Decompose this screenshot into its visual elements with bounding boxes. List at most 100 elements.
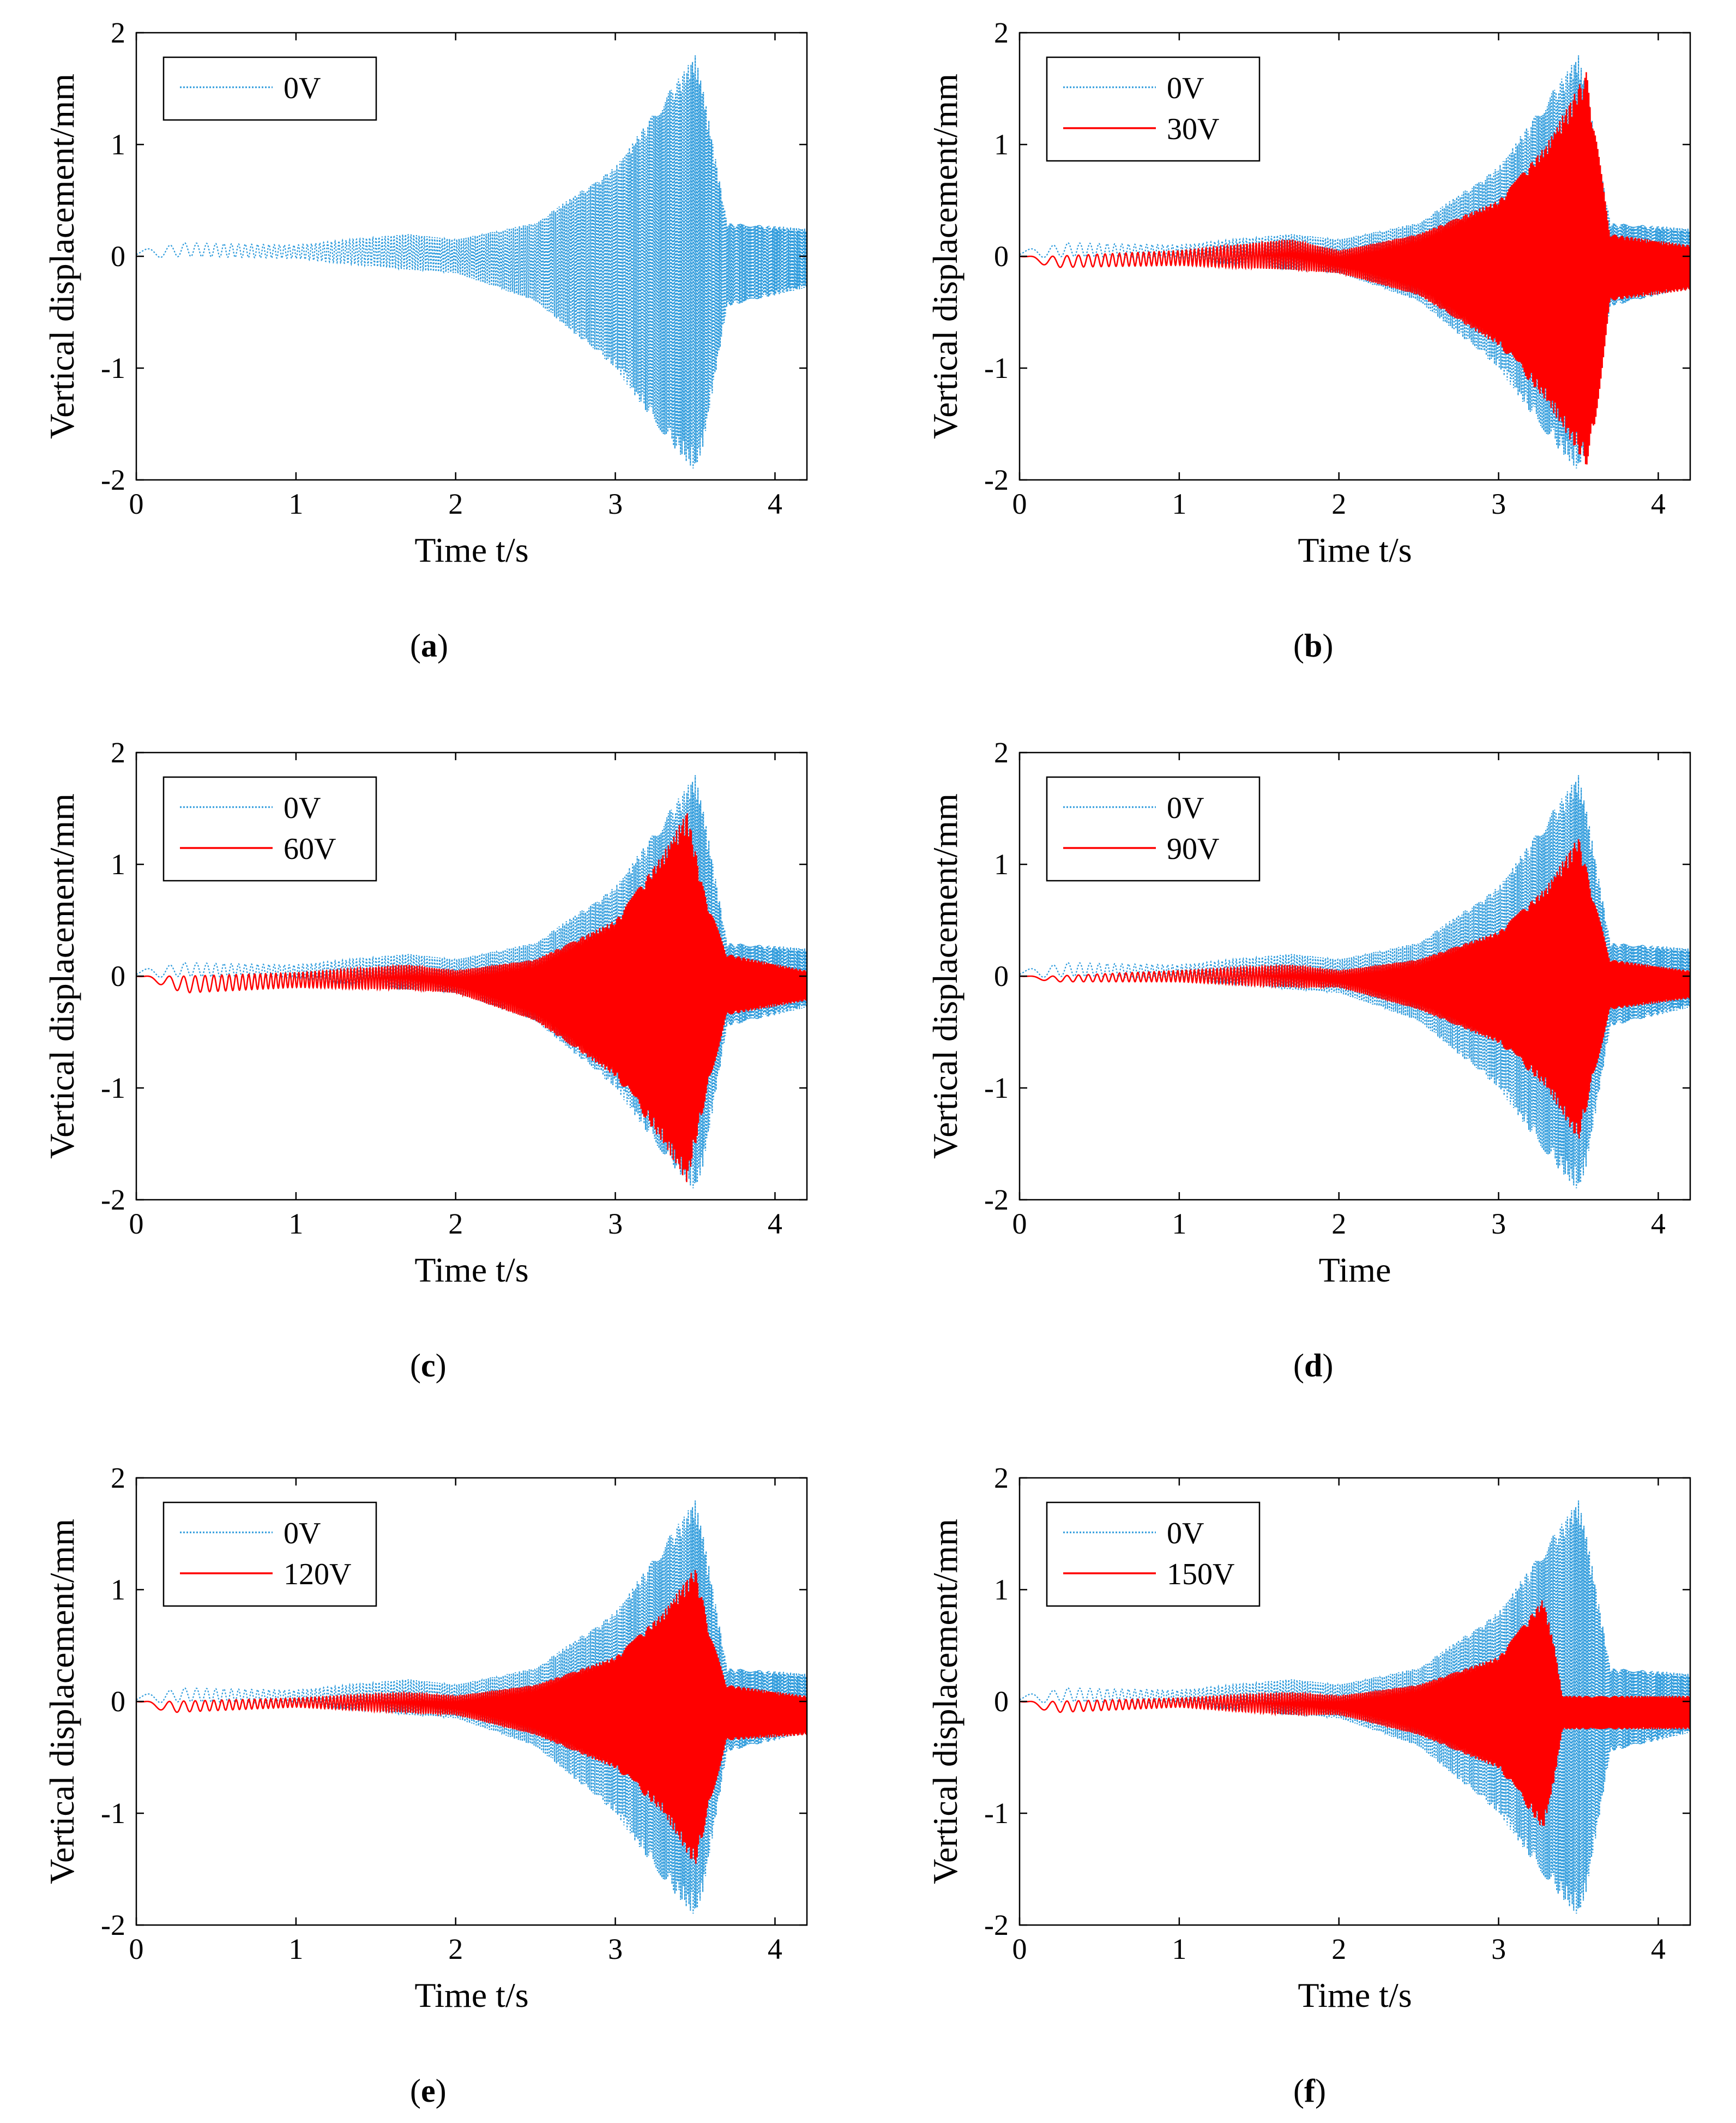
x-axis-label: Time t/s <box>1298 1976 1412 2014</box>
plot-area <box>136 1500 807 1914</box>
chart-svg-d: 0 1 2 3 4 -2 -1 0 1 2 Time Vertical displacement/mm… <box>926 736 1691 1289</box>
series-line-150V <box>1020 1600 1690 1826</box>
subplot-e: 0 1 2 3 4 -2 -1 0 1 2 Time t/s Vertical displacemen… <box>0 1462 840 2067</box>
y-tick-label: -1 <box>101 352 125 384</box>
x-tick-label: 4 <box>768 1207 782 1240</box>
y-axis-label: Vertical displacement/mm <box>926 793 965 1159</box>
plot-area <box>1020 55 1690 469</box>
x-axis-label: Time t/s <box>1298 531 1412 569</box>
x-tick-label: 3 <box>1491 1933 1506 1965</box>
legend: 0V 120V <box>162 1501 377 1607</box>
legend-label: 90V <box>1167 832 1219 866</box>
legend-box <box>1046 776 1261 882</box>
subplot-a: 0 1 2 3 4 -2 -1 0 1 2 Time t/s Vertical displacemen… <box>0 16 840 622</box>
y-tick-label: -2 <box>984 464 1009 496</box>
legend-label: 0V <box>284 71 321 105</box>
caption-c: (c) <box>410 1348 447 1384</box>
legend-label: 30V <box>1167 112 1219 146</box>
y-tick-label: -1 <box>984 352 1009 384</box>
x-tick-label: 2 <box>1331 488 1346 520</box>
y-tick-label: 0 <box>994 1685 1009 1718</box>
legend-box <box>162 776 377 882</box>
legend-label: 0V <box>284 1517 321 1550</box>
x-axis-label: Time t/s <box>414 1250 528 1289</box>
y-tick-label: -1 <box>101 1072 125 1104</box>
y-tick-label: 2 <box>111 1462 125 1494</box>
y-tick-label: 2 <box>994 16 1009 49</box>
series-line-0V <box>1020 775 1690 1189</box>
subplot-c: 0 1 2 3 4 -2 -1 0 1 2 Time t/s Vertical displacemen… <box>0 736 840 1342</box>
subplot-b: 0 1 2 3 4 -2 -1 0 1 2 Time t/s Vertical displacemen… <box>883 16 1723 622</box>
y-axis-label: Vertical displacement/mm <box>43 1519 81 1884</box>
x-tick-label: 4 <box>1651 1207 1666 1240</box>
x-tick-label: 4 <box>768 1933 782 1965</box>
x-tick-label: 2 <box>1331 1207 1346 1240</box>
caption-a: (a) <box>410 628 448 664</box>
y-tick-label: 1 <box>994 1573 1009 1606</box>
plot-area <box>1020 775 1690 1189</box>
caption-letter-d: d <box>1304 1348 1323 1384</box>
chart-svg-e: 0 1 2 3 4 -2 -1 0 1 2 Time t/s Vertical displacemen… <box>43 1462 808 2014</box>
x-tick-label: 3 <box>608 488 623 520</box>
x-tick-label: 1 <box>288 1933 303 1965</box>
plot-area <box>136 55 807 469</box>
series-line-120V <box>136 1569 807 1864</box>
y-tick-label: 0 <box>111 960 125 993</box>
caption-e: (e) <box>410 2073 447 2109</box>
series-line-60V <box>136 813 807 1182</box>
y-tick-label: 1 <box>994 128 1009 161</box>
y-tick-label: 2 <box>994 1462 1009 1494</box>
x-tick-label: 2 <box>1331 1933 1346 1965</box>
x-tick-label: 4 <box>1651 488 1666 520</box>
x-tick-label: 0 <box>1012 488 1027 520</box>
x-tick-label: 1 <box>288 488 303 520</box>
chart-svg-b: 0 1 2 3 4 -2 -1 0 1 2 Time t/s Vertical displacemen… <box>926 16 1691 569</box>
legend-label: 0V <box>284 791 321 825</box>
x-tick-label: 2 <box>448 488 463 520</box>
series-line-30V <box>1020 72 1690 465</box>
x-tick-label: 0 <box>1012 1207 1027 1240</box>
caption-letter-a: a <box>420 628 437 664</box>
y-tick-label: 0 <box>994 240 1009 273</box>
x-tick-label: 3 <box>1491 488 1506 520</box>
x-tick-label: 0 <box>1012 1933 1027 1965</box>
x-tick-label: 4 <box>768 488 782 520</box>
y-tick-label: 1 <box>111 128 125 161</box>
x-tick-label: 3 <box>608 1207 623 1240</box>
y-tick-label: 1 <box>994 848 1009 881</box>
series-line-0V <box>1020 1500 1690 1914</box>
legend: 0V 150V <box>1046 1501 1261 1607</box>
y-tick-label: 1 <box>111 1573 125 1606</box>
caption-f: (f) <box>1293 2073 1326 2109</box>
x-tick-label: 2 <box>448 1207 463 1240</box>
caption-b: (b) <box>1293 628 1334 664</box>
y-axis-label: Vertical displacement/mm <box>926 74 965 439</box>
y-axis-label: Vertical displacement/mm <box>43 74 81 439</box>
x-tick-label: 1 <box>1172 1207 1186 1240</box>
plot-area <box>136 775 807 1189</box>
legend-label: 120V <box>284 1557 351 1591</box>
y-tick-label: 0 <box>111 240 125 273</box>
chart-svg-f: 0 1 2 3 4 -2 -1 0 1 2 Time t/s Vertical displacemen… <box>926 1462 1691 2014</box>
x-tick-label: 0 <box>129 1207 144 1240</box>
legend: 0V <box>162 56 377 121</box>
caption-letter-b: b <box>1304 628 1323 664</box>
x-tick-label: 2 <box>448 1933 463 1965</box>
y-tick-label: 2 <box>994 736 1009 769</box>
y-tick-label: -2 <box>101 464 125 496</box>
y-tick-label: -1 <box>984 1797 1009 1830</box>
x-tick-label: 0 <box>129 1933 144 1965</box>
y-tick-label: -2 <box>984 1183 1009 1216</box>
y-axis-label: Vertical displacement/mm <box>926 1519 965 1884</box>
chart-svg-a: 0 1 2 3 4 -2 -1 0 1 2 Time t/s Vertical displacemen… <box>43 16 808 569</box>
x-tick-label: 1 <box>1172 1933 1186 1965</box>
x-tick-label: 3 <box>608 1933 623 1965</box>
series-line-0V <box>136 1500 807 1914</box>
x-tick-label: 1 <box>1172 488 1186 520</box>
y-tick-label: -2 <box>101 1183 125 1216</box>
legend-label: 0V <box>1167 791 1204 825</box>
x-tick-label: 4 <box>1651 1933 1666 1965</box>
legend-box <box>1046 56 1261 162</box>
legend-label: 0V <box>1167 1517 1204 1550</box>
